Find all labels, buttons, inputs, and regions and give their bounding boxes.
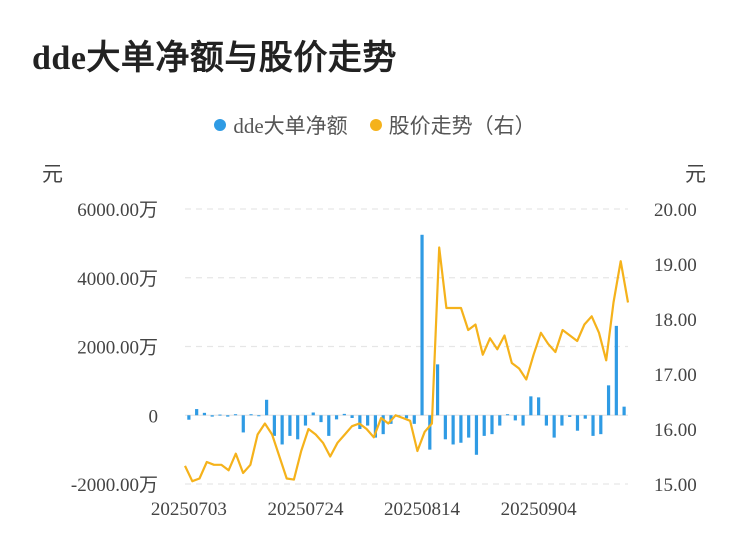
legend-label-price: 股价走势（右）	[388, 114, 536, 138]
dde-bar	[606, 385, 611, 416]
line-series	[184, 246, 630, 483]
right-tick-label: 15.00	[654, 475, 697, 496]
dde-bar	[544, 415, 548, 426]
dde-bar	[614, 325, 618, 416]
dde-bar	[451, 415, 455, 445]
dde-bar	[560, 415, 564, 426]
dde-bar	[591, 415, 595, 436]
dde-bar	[490, 415, 494, 435]
dde-bar	[529, 396, 533, 416]
legend-label-dde: dde大单净额	[233, 114, 348, 138]
dde-bar	[381, 415, 385, 435]
legend-dot-orange-icon	[369, 119, 382, 131]
left-tick-label: 6000.00万	[77, 200, 158, 221]
dde-bar	[599, 415, 603, 435]
left-tick-label: 2000.00万	[77, 338, 158, 359]
dde-bar	[272, 415, 276, 436]
left-tick-label: 4000.00万	[77, 269, 158, 290]
dde-bar	[241, 415, 245, 433]
dde-bar	[195, 409, 199, 416]
dde-bar	[327, 415, 331, 436]
x-tick-label: 20250724	[267, 499, 344, 520]
left-axis-ticks: -2000.00万 0 2000.00万 4000.00万 6000.00万	[71, 200, 158, 496]
legend-item-dde[interactable]: dde大单净额	[214, 110, 348, 140]
dde-bar	[467, 415, 471, 438]
x-tick-label: 20250904	[501, 499, 578, 520]
left-axis-unit: 元	[42, 162, 63, 186]
dde-bar	[218, 414, 222, 416]
left-tick-label: -2000.00万	[71, 475, 158, 496]
price-line	[184, 246, 630, 483]
dde-bar	[404, 415, 409, 419]
dde-bar	[257, 415, 261, 417]
dde-bar	[552, 415, 556, 438]
dde-bar	[521, 415, 525, 426]
dde-bar	[435, 364, 440, 416]
dde-bar	[537, 397, 541, 416]
right-tick-label: 17.00	[654, 365, 697, 386]
dde-bar	[474, 415, 479, 455]
dde-bar	[210, 415, 214, 417]
dde-bar	[265, 399, 269, 416]
x-axis-ticks: 20250703 20250724 20250814 20250904	[151, 499, 577, 520]
dde-bar	[366, 415, 370, 426]
dde-bar	[233, 414, 238, 416]
legend-dot-blue-icon	[214, 119, 227, 131]
dde-bar	[428, 415, 432, 450]
dde-bar	[303, 415, 308, 426]
right-axis-ticks: 15.00 16.00 17.00 18.00 19.00 20.00	[654, 200, 697, 496]
x-tick-label: 20250703	[151, 499, 227, 520]
dde-bar	[412, 415, 416, 424]
dde-bar	[187, 415, 191, 420]
dde-bar	[420, 234, 424, 416]
dde-bar	[319, 415, 323, 423]
dde-bar	[498, 415, 502, 426]
dde-bar	[202, 412, 207, 416]
dde-bar	[334, 415, 339, 420]
dde-bar	[350, 415, 354, 418]
dde-bar	[296, 415, 300, 440]
right-tick-label: 19.00	[654, 255, 697, 276]
dde-bar	[342, 413, 346, 416]
dde-bar	[249, 414, 253, 416]
bar-series	[187, 234, 626, 455]
dde-bar	[568, 415, 572, 417]
dde-bar	[288, 415, 292, 436]
legend-item-price[interactable]: 股价走势（右）	[369, 110, 536, 140]
dde-bar	[373, 415, 378, 438]
x-tick-label: 20250814	[384, 499, 461, 520]
dde-bar	[513, 415, 517, 421]
dde-bar	[583, 415, 587, 419]
right-axis-unit: 元	[685, 162, 706, 186]
dde-bar	[505, 414, 510, 416]
dde-bar	[226, 415, 230, 417]
dde-bar	[459, 415, 463, 443]
right-tick-label: 18.00	[654, 310, 697, 331]
dde-bar	[280, 415, 284, 445]
dde-bar	[443, 415, 447, 440]
dde-bar	[575, 415, 580, 431]
dde-bar	[482, 415, 486, 436]
dde-bar	[358, 415, 362, 429]
right-tick-label: 16.00	[654, 420, 697, 441]
right-tick-label: 20.00	[654, 200, 697, 221]
dde-bar	[311, 412, 315, 416]
chart-title: dde大单净额与股价走势	[32, 40, 397, 77]
dde-bar	[622, 406, 626, 416]
legend: dde大单净额 股价走势（右）	[0, 110, 750, 140]
grid-lines	[185, 208, 628, 485]
left-tick-label: 0	[149, 406, 159, 427]
